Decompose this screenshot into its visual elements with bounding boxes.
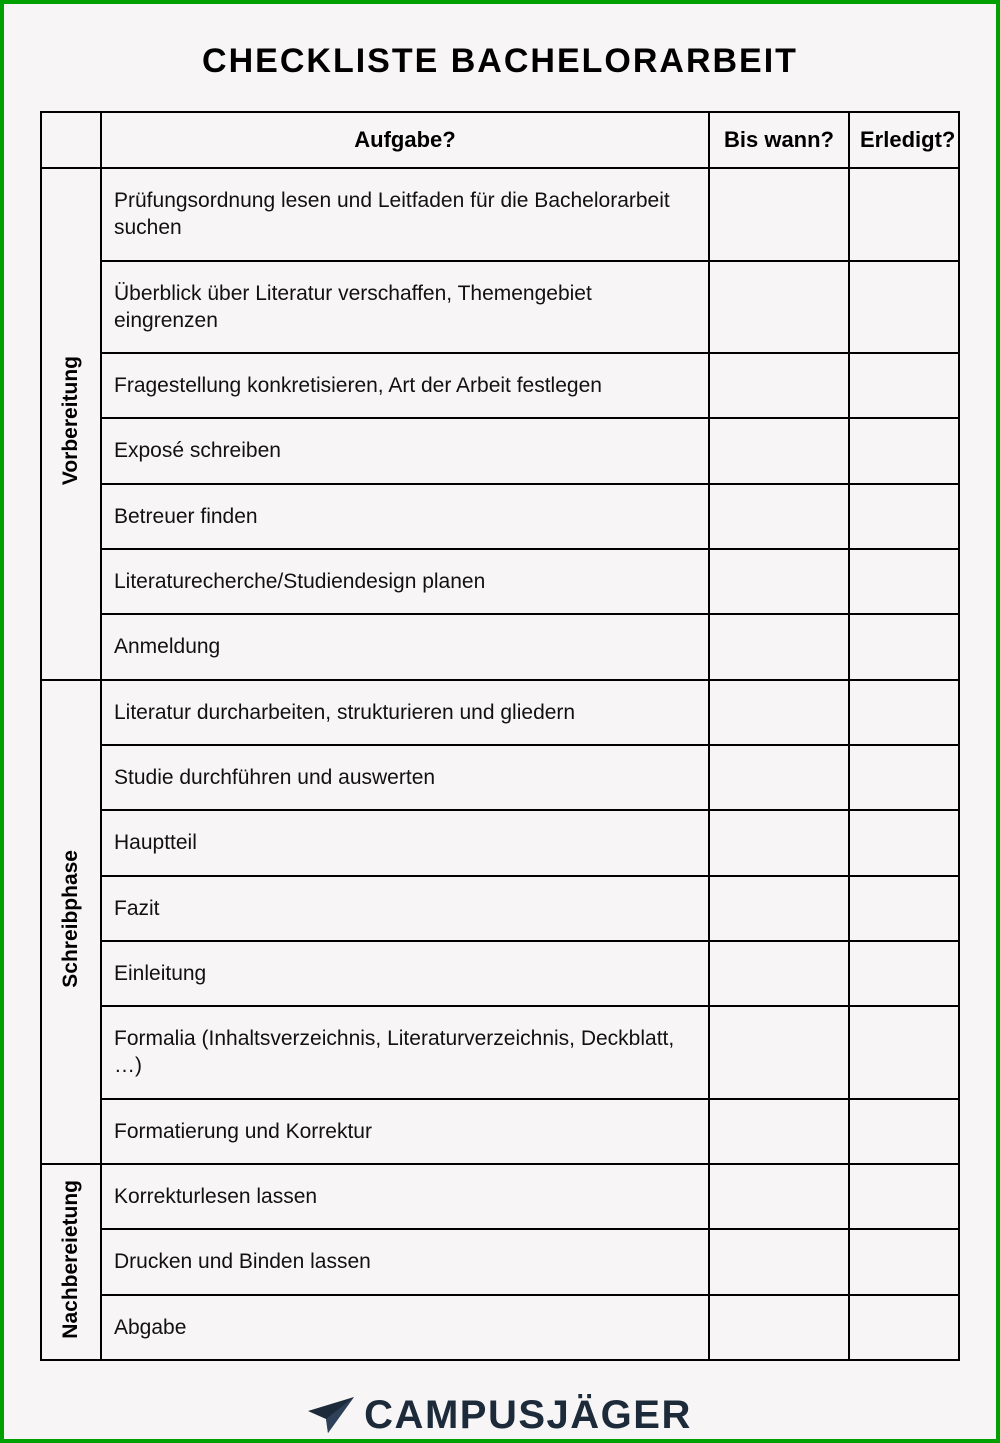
checklist-body: Vorbereitung Prüfungsordnung lesen und Le… [41,168,959,1360]
table-row: Drucken und Binden lassen [41,1229,959,1294]
due-cell[interactable] [709,353,849,418]
task-cell: Einleitung [101,941,709,1006]
table-row: SchreibphaseLiteratur durcharbeiten, str… [41,680,959,745]
col-header-due: Bis wann? [709,112,849,168]
task-cell: Fragestellung konkretisieren, Art der Ar… [101,353,709,418]
done-cell[interactable] [849,1229,959,1294]
table-row: Formatierung und Korrektur [41,1099,959,1164]
done-cell[interactable] [849,876,959,941]
table-row: Abgabe [41,1295,959,1360]
table-row: Formalia (Inhaltsverzeichnis, Literaturv… [41,1006,959,1099]
done-cell[interactable] [849,418,959,483]
done-cell[interactable] [849,1099,959,1164]
due-cell[interactable] [709,261,849,354]
done-cell[interactable] [849,353,959,418]
table-row: Hauptteil [41,810,959,875]
table-row: VorbereitungPrüfungsordnung lesen und Le… [41,168,959,261]
task-cell: Fazit [101,876,709,941]
task-cell: Überblick über Literatur verschaffen, Th… [101,261,709,354]
table-row: Fazit [41,876,959,941]
table-row: NachbereietungKorrekturlesen lassen [41,1164,959,1229]
task-cell: Formatierung und Korrektur [101,1099,709,1164]
section-label-text: Vorbereitung [59,356,83,485]
done-cell[interactable] [849,745,959,810]
col-header-done: Erledigt? [849,112,959,168]
task-cell: Betreuer finden [101,484,709,549]
due-cell[interactable] [709,941,849,1006]
section-label: Schreibphase [41,680,101,1164]
section-label-text: Nachbereietung [59,1180,83,1339]
done-cell[interactable] [849,614,959,679]
due-cell[interactable] [709,1164,849,1229]
table-row: Studie durchführen und auswerten [41,745,959,810]
due-cell[interactable] [709,168,849,261]
task-cell: Studie durchführen und auswerten [101,745,709,810]
brand-logo: CAMPUSJÄGER [308,1395,692,1435]
due-cell[interactable] [709,484,849,549]
task-cell: Literaturecherche/Studiendesign planen [101,549,709,614]
due-cell[interactable] [709,614,849,679]
due-cell[interactable] [709,418,849,483]
checklist-table: Aufgabe? Bis wann? Erledigt? Vorbereitun… [40,111,960,1361]
due-cell[interactable] [709,876,849,941]
page-container: CHECKLISTE BACHELORARBEIT Aufgabe? Bis w… [0,0,1000,1443]
table-header-row: Aufgabe? Bis wann? Erledigt? [41,112,959,168]
due-cell[interactable] [709,745,849,810]
task-cell: Literatur durcharbeiten, strukturieren u… [101,680,709,745]
col-header-section [41,112,101,168]
done-cell[interactable] [849,1164,959,1229]
done-cell[interactable] [849,810,959,875]
section-label: Nachbereietung [41,1164,101,1360]
page-title: CHECKLISTE BACHELORARBEIT [40,42,960,81]
table-row: Anmeldung [41,614,959,679]
task-cell: Formalia (Inhaltsverzeichnis, Literaturv… [101,1006,709,1099]
task-cell: Abgabe [101,1295,709,1360]
brand-text: CAMPUSJÄGER [364,1395,692,1435]
section-label-text: Schreibphase [59,850,83,988]
task-cell: Drucken und Binden lassen [101,1229,709,1294]
done-cell[interactable] [849,261,959,354]
due-cell[interactable] [709,1006,849,1099]
done-cell[interactable] [849,941,959,1006]
col-header-task: Aufgabe? [101,112,709,168]
due-cell[interactable] [709,1229,849,1294]
table-row: Exposé schreiben [41,418,959,483]
done-cell[interactable] [849,1295,959,1360]
done-cell[interactable] [849,549,959,614]
done-cell[interactable] [849,680,959,745]
due-cell[interactable] [709,549,849,614]
paper-plane-icon [308,1397,354,1433]
done-cell[interactable] [849,168,959,261]
due-cell[interactable] [709,1295,849,1360]
due-cell[interactable] [709,1099,849,1164]
done-cell[interactable] [849,484,959,549]
due-cell[interactable] [709,810,849,875]
table-row: Betreuer finden [41,484,959,549]
task-cell: Korrekturlesen lassen [101,1164,709,1229]
table-row: Einleitung [41,941,959,1006]
due-cell[interactable] [709,680,849,745]
task-cell: Anmeldung [101,614,709,679]
spacer [40,1361,960,1389]
task-cell: Exposé schreiben [101,418,709,483]
section-label: Vorbereitung [41,168,101,680]
task-cell: Hauptteil [101,810,709,875]
task-cell: Prüfungsordnung lesen und Leitfaden für … [101,168,709,261]
table-row: Überblick über Literatur verschaffen, Th… [41,261,959,354]
footer: CAMPUSJÄGER [40,1389,960,1439]
table-row: Fragestellung konkretisieren, Art der Ar… [41,353,959,418]
done-cell[interactable] [849,1006,959,1099]
table-row: Literaturecherche/Studiendesign planen [41,549,959,614]
